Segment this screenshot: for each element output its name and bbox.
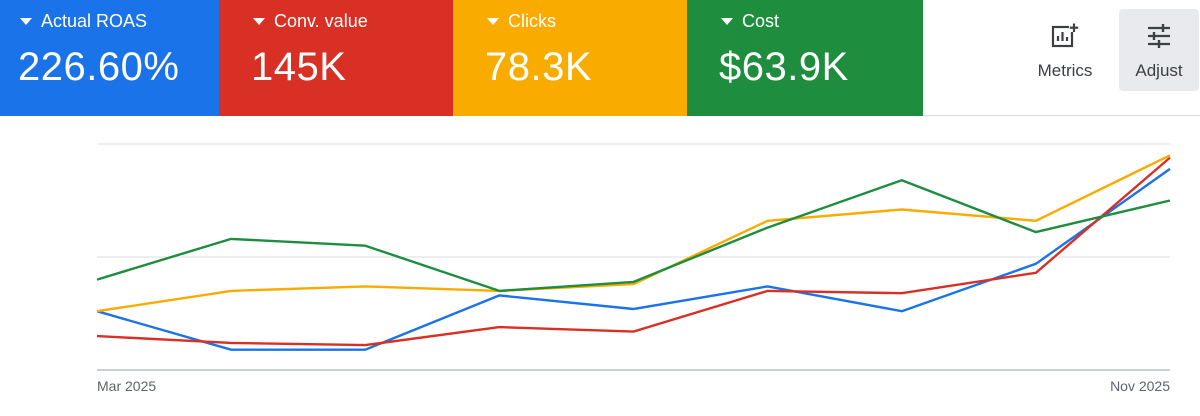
x-tick-label-start: Mar 2025: [97, 378, 156, 394]
series-line-0: [96, 167, 1171, 351]
performance-chart: Mar 2025 Nov 2025: [0, 117, 1200, 411]
tune-icon: [1145, 23, 1173, 49]
series-line-3: [96, 179, 1171, 293]
metric-card-clicks[interactable]: Clicks 78.3K: [453, 0, 687, 116]
adjust-button[interactable]: Adjust: [1119, 9, 1199, 91]
metric-label: Cost: [742, 10, 780, 31]
metric-card-actual-roas[interactable]: Actual ROAS 226.60%: [0, 0, 219, 116]
metrics-button-label: Metrics: [1037, 61, 1093, 80]
adjust-button-label: Adjust: [1135, 61, 1183, 80]
dropdown-caret-icon[interactable]: [20, 17, 32, 25]
series-line-1: [96, 156, 1171, 347]
add-chart-icon: [1051, 23, 1079, 49]
metric-value: 226.60%: [18, 45, 180, 89]
metric-value: $63.9K: [719, 45, 849, 89]
metric-card-cost[interactable]: Cost $63.9K: [687, 0, 923, 116]
line-chart: Mar 2025 Nov 2025: [96, 143, 1171, 394]
scorecard-bar: Actual ROAS 226.60% Conv. value 145K Cli…: [0, 0, 1200, 116]
metrics-button[interactable]: Metrics: [1025, 9, 1105, 91]
dropdown-caret-icon[interactable]: [253, 17, 265, 25]
metric-value: 145K: [251, 45, 347, 89]
metric-label: Conv. value: [274, 10, 368, 31]
metric-value: 78.3K: [485, 45, 593, 89]
x-tick-label-end: Nov 2025: [1110, 378, 1170, 394]
metric-label: Actual ROAS: [41, 10, 148, 31]
metric-card-conv-value[interactable]: Conv. value 145K: [219, 0, 453, 116]
dropdown-caret-icon[interactable]: [487, 17, 499, 25]
metric-label: Clicks: [508, 10, 556, 31]
series-line-2: [96, 154, 1171, 313]
dropdown-caret-icon[interactable]: [721, 17, 733, 25]
